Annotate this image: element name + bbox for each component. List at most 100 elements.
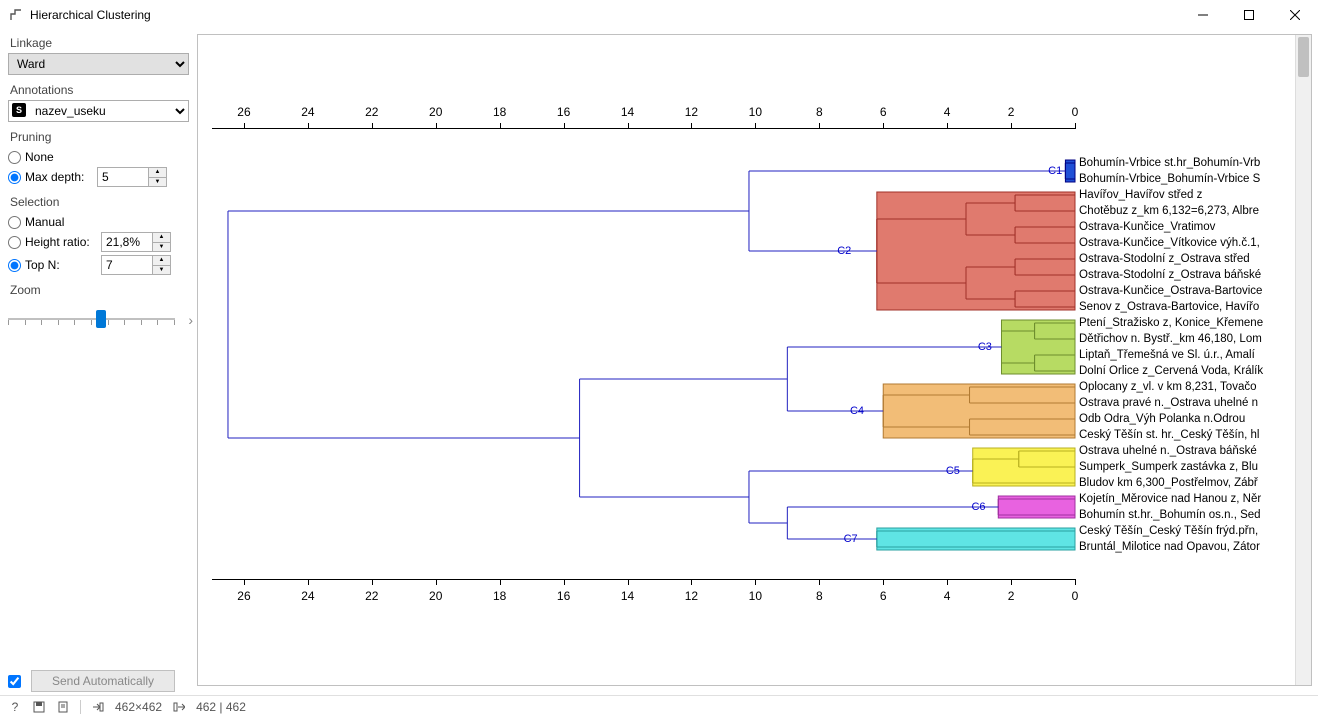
axis-tick-label: 26 <box>237 589 250 603</box>
leaf-label: Bludov km 6,300_Postřelmov, Zábř <box>1079 477 1293 489</box>
pruning-legend: Pruning <box>8 128 189 147</box>
spin-up-icon[interactable]: ▲ <box>153 256 170 266</box>
output-icon <box>172 700 186 714</box>
leaf-label: Šenov z_Ostrava-Bartovice, Havířo <box>1079 301 1293 313</box>
maximize-button[interactable] <box>1226 0 1272 30</box>
axis-tick-label: 24 <box>301 105 314 119</box>
cluster-label: C3 <box>978 341 992 353</box>
spin-down-icon[interactable]: ▼ <box>153 266 170 275</box>
axis-tick-label: 22 <box>365 105 378 119</box>
linkage-select[interactable]: Ward <box>8 53 189 75</box>
axis-tick-label: 12 <box>685 105 698 119</box>
axis-tick-label: 12 <box>685 589 698 603</box>
selection-topn-input[interactable] <box>102 256 152 274</box>
window-title: Hierarchical Clustering <box>30 8 151 22</box>
cluster-label: C6 <box>971 501 985 513</box>
spin-down-icon[interactable]: ▼ <box>149 178 166 187</box>
leaf-label: Ostrava-Kunčice_Vratimov <box>1079 221 1293 233</box>
axis-tick-label: 20 <box>429 589 442 603</box>
axis-tick-label: 24 <box>301 589 314 603</box>
leaf-label: Ostrava uhelné n._Ostrava báňské <box>1079 445 1293 457</box>
axis-tick-label: 10 <box>749 105 762 119</box>
input-icon <box>91 700 105 714</box>
close-button[interactable] <box>1272 0 1318 30</box>
leaf-label: Český Těšín st. hr._Český Těšín, hl <box>1079 429 1293 441</box>
pruning-none-label: None <box>25 150 54 164</box>
pruning-none-radio[interactable] <box>8 151 21 164</box>
selection-topn-spinner[interactable]: ▲▼ <box>101 255 171 275</box>
leaf-label: Havířov_Havířov střed z <box>1079 189 1293 201</box>
axis-tick-label: 4 <box>944 589 951 603</box>
leaf-label: Ptení_Stražisko z, Konice_Křemene <box>1079 317 1293 329</box>
send-auto-button[interactable]: Send Automatically <box>31 670 175 692</box>
spin-up-icon[interactable]: ▲ <box>153 233 170 243</box>
pruning-maxdepth-spinner[interactable]: ▲▼ <box>97 167 167 187</box>
axis-tick-label: 26 <box>237 105 250 119</box>
status-bar: ? 462×462 462 | 462 <box>0 695 1318 717</box>
cluster-label: C7 <box>844 533 858 545</box>
axis-tick-label: 6 <box>880 589 887 603</box>
cluster-label: C1 <box>1048 165 1062 177</box>
selection-topn-radio[interactable] <box>8 259 21 272</box>
bottom-bar: Send Automatically <box>0 667 1318 695</box>
axis-tick-label: 0 <box>1072 105 1079 119</box>
dendrogram-plot <box>212 145 1075 565</box>
send-auto-checkbox[interactable] <box>8 675 21 688</box>
leaf-label: Český Těšín_Český Těšín frýd.přn, <box>1079 525 1293 537</box>
annotations-legend: Annotations <box>8 81 189 100</box>
pruning-maxdepth-input[interactable] <box>98 168 148 186</box>
leaf-label: Dětřichov n. Bystř._km 46,180, Lom <box>1079 333 1293 345</box>
annotations-select[interactable]: nazev_useku <box>8 100 189 122</box>
zoom-group: Zoom › <box>8 281 189 334</box>
leaf-label: Šumperk_Šumperk zastávka z, Blu <box>1079 461 1293 473</box>
axis-tick-label: 16 <box>557 589 570 603</box>
annotations-group: Annotations S nazev_useku <box>8 81 189 122</box>
axis-tick-label: 6 <box>880 105 887 119</box>
vertical-scrollbar[interactable] <box>1295 35 1311 685</box>
leaf-label: Ostrava pravé n._Ostrava uhelné n <box>1079 397 1293 409</box>
report-icon[interactable] <box>56 700 70 714</box>
linkage-group: Linkage Ward <box>8 34 189 75</box>
cluster-label: C4 <box>850 405 864 417</box>
leaf-label: Ostrava-Stodolní z_Ostrava báňské <box>1079 269 1293 281</box>
axis-tick-label: 4 <box>944 105 951 119</box>
spin-down-icon[interactable]: ▼ <box>153 243 170 252</box>
dendrogram-panel: 26242220181614121086420 2624222018161412… <box>197 34 1312 686</box>
status-input: 462×462 <box>115 700 162 714</box>
title-bar: Hierarchical Clustering <box>0 0 1318 30</box>
selection-height-label: Height ratio: <box>25 235 101 249</box>
axis-tick-label: 20 <box>429 105 442 119</box>
axis-tick-label: 14 <box>621 105 634 119</box>
app-icon <box>8 7 24 23</box>
pruning-maxdepth-label: Max depth: <box>25 170 97 184</box>
axis-tick-label: 14 <box>621 589 634 603</box>
leaf-label: Ostrava-Kunčice_Vítkovice výh.č.1, <box>1079 237 1293 249</box>
spin-up-icon[interactable]: ▲ <box>149 168 166 178</box>
axis-tick-label: 2 <box>1008 105 1015 119</box>
selection-height-radio[interactable] <box>8 236 21 249</box>
pruning-maxdepth-radio[interactable] <box>8 171 21 184</box>
selection-height-spinner[interactable]: ▲▼ <box>101 232 171 252</box>
leaf-label: Dolní Orlice z_Červená Voda, Králík <box>1079 365 1293 377</box>
axis-tick-label: 0 <box>1072 589 1079 603</box>
cluster-label: C5 <box>946 465 960 477</box>
zoom-slider[interactable]: › <box>8 304 189 334</box>
zoom-legend: Zoom <box>8 281 189 300</box>
selection-group: Selection Manual Height ratio: ▲▼ Top N:… <box>8 193 189 275</box>
save-icon[interactable] <box>32 700 46 714</box>
linkage-legend: Linkage <box>8 34 189 53</box>
axis-tick-label: 18 <box>493 105 506 119</box>
minimize-button[interactable] <box>1180 0 1226 30</box>
leaf-label: Oplocany z_vl. v km 8,231, Tovačo <box>1079 381 1293 393</box>
axis-tick-label: 2 <box>1008 589 1015 603</box>
leaf-label: Ostrava-Stodolní z_Ostrava střed <box>1079 253 1293 265</box>
zoom-next-icon[interactable]: › <box>188 312 193 328</box>
pruning-group: Pruning None Max depth: ▲▼ <box>8 128 189 187</box>
selection-height-input[interactable] <box>102 233 152 251</box>
cluster-label: C2 <box>837 245 851 257</box>
zoom-thumb[interactable] <box>96 310 106 328</box>
selection-manual-radio[interactable] <box>8 216 21 229</box>
axis-tick-label: 22 <box>365 589 378 603</box>
help-icon[interactable]: ? <box>8 700 22 714</box>
selection-manual-label: Manual <box>25 215 64 229</box>
